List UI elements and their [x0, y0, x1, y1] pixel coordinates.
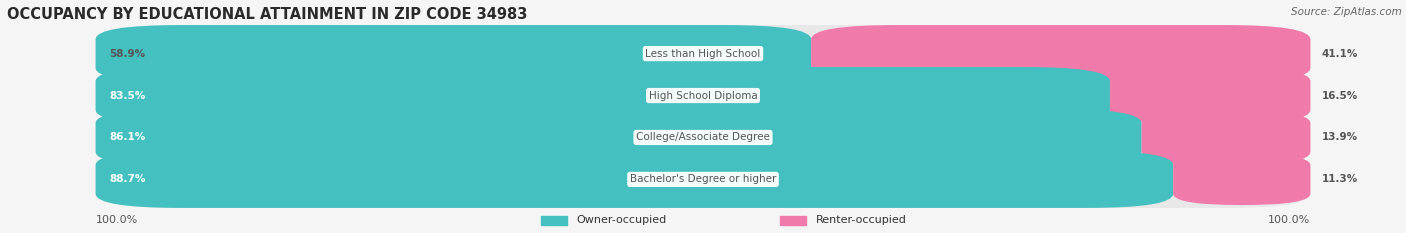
FancyBboxPatch shape — [811, 25, 1310, 82]
FancyBboxPatch shape — [96, 109, 1310, 166]
FancyBboxPatch shape — [96, 151, 1310, 208]
Bar — [780, 216, 806, 225]
Text: 100.0%: 100.0% — [1268, 215, 1310, 225]
Text: 88.7%: 88.7% — [110, 175, 146, 184]
Text: 58.9%: 58.9% — [110, 49, 146, 58]
Text: Owner-occupied: Owner-occupied — [576, 215, 666, 225]
Text: OCCUPANCY BY EDUCATIONAL ATTAINMENT IN ZIP CODE 34983: OCCUPANCY BY EDUCATIONAL ATTAINMENT IN Z… — [7, 7, 527, 22]
FancyBboxPatch shape — [96, 109, 1142, 166]
Text: College/Associate Degree: College/Associate Degree — [636, 133, 770, 142]
Text: 13.9%: 13.9% — [1322, 133, 1358, 142]
Text: 86.1%: 86.1% — [110, 133, 146, 142]
FancyBboxPatch shape — [96, 25, 811, 82]
FancyBboxPatch shape — [96, 151, 1173, 208]
Text: High School Diploma: High School Diploma — [648, 91, 758, 100]
Text: 16.5%: 16.5% — [1322, 91, 1358, 100]
Text: Less than High School: Less than High School — [645, 49, 761, 58]
FancyBboxPatch shape — [96, 67, 1310, 124]
Text: Source: ZipAtlas.com: Source: ZipAtlas.com — [1291, 7, 1402, 17]
Text: Renter-occupied: Renter-occupied — [815, 215, 907, 225]
FancyBboxPatch shape — [1142, 109, 1310, 166]
FancyBboxPatch shape — [96, 67, 1109, 124]
Text: 100.0%: 100.0% — [96, 215, 138, 225]
Text: 11.3%: 11.3% — [1322, 175, 1358, 184]
Text: 83.5%: 83.5% — [110, 91, 146, 100]
Text: Bachelor's Degree or higher: Bachelor's Degree or higher — [630, 175, 776, 184]
Bar — [541, 216, 567, 225]
Text: 41.1%: 41.1% — [1322, 49, 1358, 58]
FancyBboxPatch shape — [96, 25, 1310, 82]
FancyBboxPatch shape — [1173, 154, 1310, 205]
FancyBboxPatch shape — [1109, 67, 1310, 124]
